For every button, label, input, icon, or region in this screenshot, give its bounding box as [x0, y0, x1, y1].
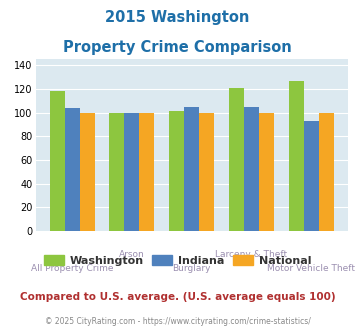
Bar — [125, 113, 140, 231]
Bar — [109, 113, 125, 231]
Bar — [244, 107, 259, 231]
Text: Arson: Arson — [119, 250, 145, 259]
Bar — [80, 113, 94, 231]
Text: Motor Vehicle Theft: Motor Vehicle Theft — [267, 264, 355, 273]
Text: Larceny & Theft: Larceny & Theft — [215, 250, 288, 259]
Bar — [199, 113, 214, 231]
Text: 2015 Washington: 2015 Washington — [105, 10, 250, 25]
Legend: Washington, Indiana, National: Washington, Indiana, National — [39, 250, 316, 270]
Bar — [140, 113, 154, 231]
Text: Compared to U.S. average. (U.S. average equals 100): Compared to U.S. average. (U.S. average … — [20, 292, 335, 302]
Text: All Property Crime: All Property Crime — [31, 264, 113, 273]
Bar — [50, 91, 65, 231]
Bar — [184, 107, 199, 231]
Bar — [169, 112, 184, 231]
Bar — [304, 121, 319, 231]
Text: © 2025 CityRating.com - https://www.cityrating.com/crime-statistics/: © 2025 CityRating.com - https://www.city… — [45, 317, 310, 326]
Bar — [289, 81, 304, 231]
Text: Property Crime Comparison: Property Crime Comparison — [63, 40, 292, 54]
Text: Burglary: Burglary — [173, 264, 211, 273]
Bar — [319, 113, 334, 231]
Bar — [229, 88, 244, 231]
Bar — [259, 113, 274, 231]
Bar — [65, 108, 80, 231]
